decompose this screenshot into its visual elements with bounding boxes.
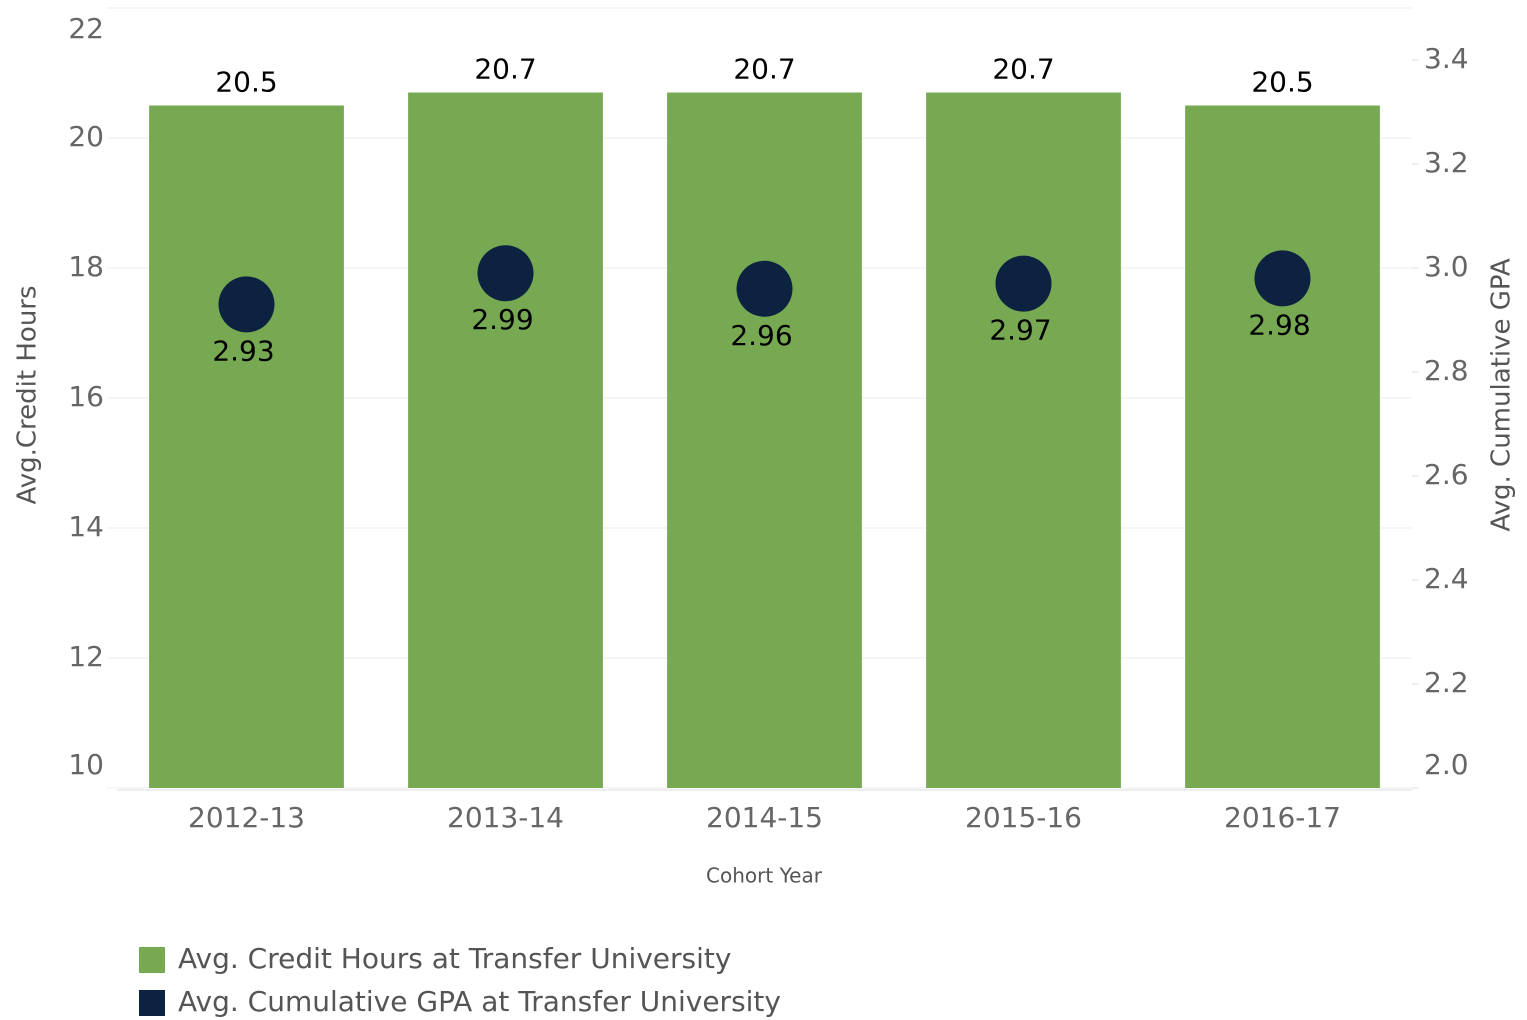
y-tick-label: 16 (68, 380, 104, 413)
y-tick-label: 12 (68, 640, 104, 673)
bar (926, 92, 1121, 788)
bar-label: 20.7 (474, 53, 536, 86)
dot (1254, 250, 1311, 307)
y2-tick-label: 2.0 (1424, 748, 1469, 781)
legend-swatch (139, 947, 165, 973)
legend-swatch (139, 990, 165, 1016)
dot (218, 276, 275, 333)
y2-tick-label: 2.8 (1424, 354, 1469, 387)
x-tick-label: 2015-16 (965, 801, 1082, 834)
y2-tick-label: 2.4 (1424, 562, 1469, 595)
y2-tick-label: 3.2 (1424, 146, 1469, 179)
bar (1185, 105, 1380, 788)
x-axis-title: Cohort Year (706, 864, 823, 888)
y2-axis-title: Avg. Cumulative GPA (1487, 258, 1517, 532)
dot-label: 2.98 (1248, 308, 1310, 341)
bar (149, 105, 344, 788)
y-tick-label: 22 (68, 12, 104, 45)
bar-label: 20.7 (992, 53, 1054, 86)
dot-label: 2.99 (471, 303, 533, 336)
bar (408, 92, 603, 788)
x-tick-label: 2016-17 (1224, 801, 1341, 834)
x-tick-label: 2014-15 (706, 801, 823, 834)
y2-tick-label: 2.2 (1424, 666, 1469, 699)
x-tick-label: 2012-13 (188, 801, 305, 834)
x-tick-label: 2013-14 (447, 801, 564, 834)
dot-label: 2.97 (989, 314, 1051, 347)
y2-tick-label: 2.6 (1424, 458, 1469, 491)
dot (736, 260, 793, 317)
dot (477, 245, 534, 302)
legend-label: Avg. Cumulative GPA at Transfer Universi… (178, 985, 781, 1018)
y-axis-title: Avg.Credit Hours (13, 285, 43, 504)
legend-label: Avg. Credit Hours at Transfer University (178, 942, 731, 975)
y-tick-label: 20 (68, 120, 104, 153)
bar-label: 20.7 (733, 53, 795, 86)
bar-label: 20.5 (1251, 66, 1313, 99)
y-tick-label: 14 (68, 510, 104, 543)
y-tick-label: 18 (68, 250, 104, 283)
y-tick-label: 10 (68, 748, 104, 781)
y2-tick-label: 3.4 (1424, 42, 1469, 75)
dot-label: 2.96 (730, 319, 792, 352)
bar (667, 92, 862, 788)
y2-tick-label: 3.0 (1424, 250, 1469, 283)
bar-label: 20.5 (215, 66, 277, 99)
dot (995, 255, 1052, 312)
dot-label: 2.93 (212, 334, 274, 367)
